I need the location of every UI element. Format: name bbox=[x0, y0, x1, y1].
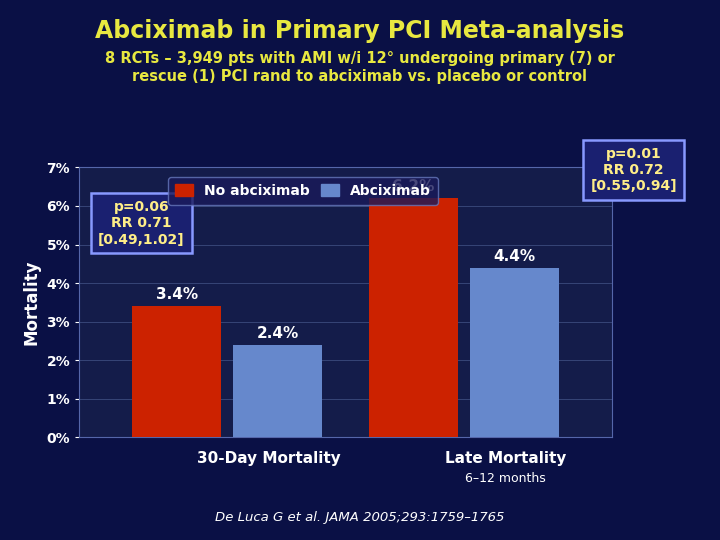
Text: 6.2%: 6.2% bbox=[392, 179, 435, 194]
Text: 8 RCTs – 3,949 pts with AMI w/i 12° undergoing primary (7) or
rescue (1) PCI ran: 8 RCTs – 3,949 pts with AMI w/i 12° unde… bbox=[105, 51, 615, 84]
Bar bbox=[470, 268, 559, 437]
Text: Abciximab in Primary PCI Meta-analysis: Abciximab in Primary PCI Meta-analysis bbox=[95, 19, 625, 43]
Legend: No abciximab, Abciximab: No abciximab, Abciximab bbox=[168, 177, 438, 205]
Bar bbox=[132, 306, 221, 437]
Bar bbox=[233, 345, 322, 437]
Bar bbox=[369, 198, 458, 437]
Text: 30-Day Mortality: 30-Day Mortality bbox=[197, 451, 341, 466]
Text: 4.4%: 4.4% bbox=[493, 249, 536, 264]
Text: p=0.06
RR 0.71
[0.49,1.02]: p=0.06 RR 0.71 [0.49,1.02] bbox=[98, 200, 184, 247]
Text: p=0.01
RR 0.72
[0.55,0.94]: p=0.01 RR 0.72 [0.55,0.94] bbox=[590, 147, 677, 193]
Y-axis label: Mortality: Mortality bbox=[23, 260, 41, 345]
Text: 6–12 months: 6–12 months bbox=[465, 472, 546, 485]
Text: 3.4%: 3.4% bbox=[156, 287, 198, 302]
Text: Late Mortality: Late Mortality bbox=[445, 451, 566, 466]
Text: De Luca G et al. JAMA 2005;293:1759–1765: De Luca G et al. JAMA 2005;293:1759–1765 bbox=[215, 511, 505, 524]
Text: 2.4%: 2.4% bbox=[256, 326, 299, 341]
